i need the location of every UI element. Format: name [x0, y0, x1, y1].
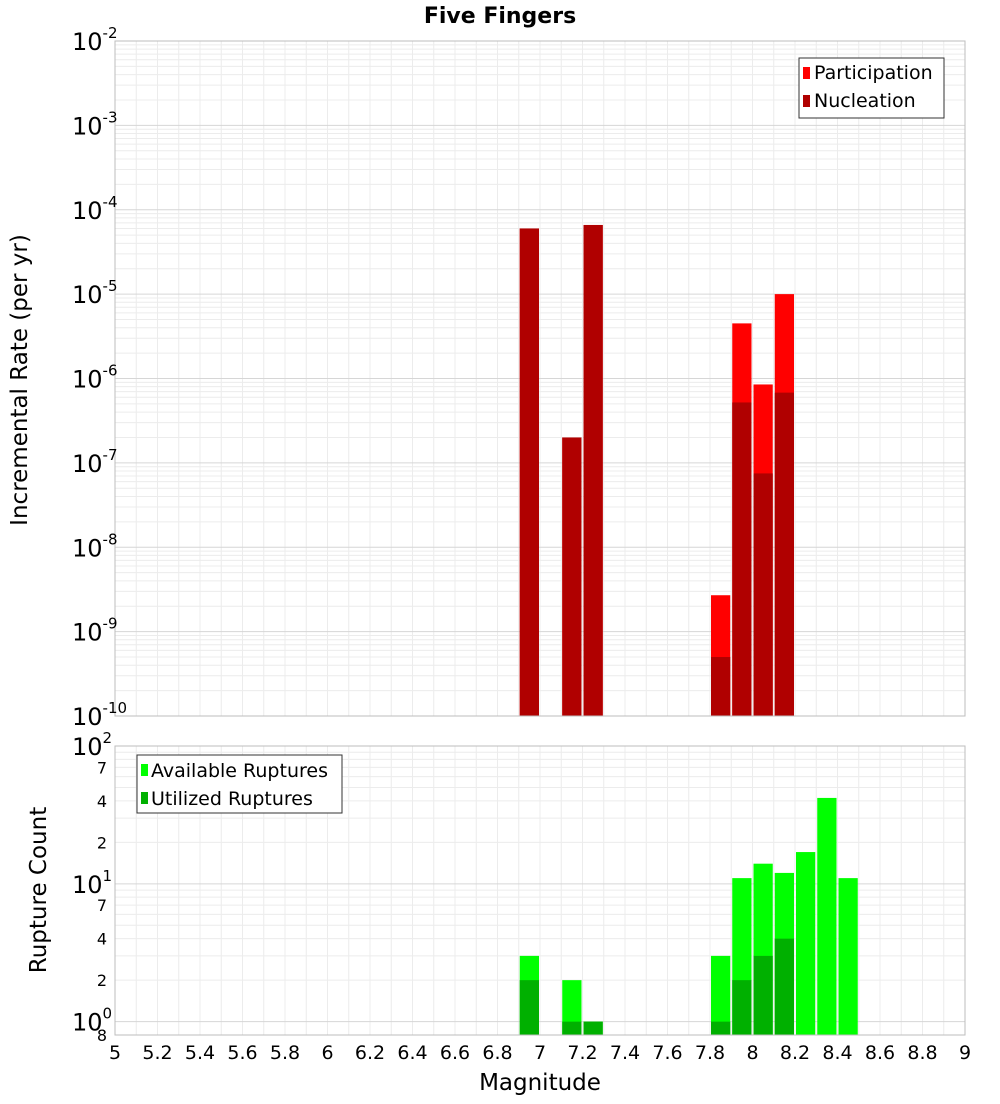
y-tick-label: 10-4 [72, 193, 118, 225]
y-minor-tick-label: 7 [97, 896, 107, 915]
y-tick-label: 10-7 [72, 446, 118, 478]
bottom-legend: Available Ruptures Utilized Ruptures [136, 754, 343, 814]
nucleation-bar [583, 224, 603, 716]
legend-swatch-utilized [141, 792, 148, 804]
y-tick-label: 10-2 [72, 24, 118, 56]
nucleation-bar [519, 228, 539, 716]
x-tick-label: 6.4 [397, 1042, 427, 1064]
chart-title: Five Fingers [424, 4, 576, 29]
x-tick-label: 8.2 [780, 1042, 810, 1064]
x-tick-label: 8.6 [865, 1042, 895, 1064]
y-tick-label: 10-5 [72, 277, 118, 309]
available-ruptures-bar [796, 852, 816, 1035]
legend-label-utilized: Utilized Ruptures [151, 788, 313, 810]
x-tick-label: 7 [534, 1042, 546, 1064]
x-tick-label: 6.6 [440, 1042, 470, 1064]
utilized-ruptures-bar [583, 1021, 603, 1035]
utilized-ruptures-bar [562, 1021, 582, 1035]
bottom-y-axis-label: Rupture Count [26, 807, 52, 973]
utilized-ruptures-bar [753, 955, 773, 1035]
x-tick-label: 5.2 [142, 1042, 172, 1064]
x-tick-label: 5.8 [270, 1042, 300, 1064]
nucleation-bar [774, 392, 794, 716]
x-tick-label: 7.2 [567, 1042, 597, 1064]
y-tick-label: 10-3 [72, 108, 118, 140]
legend-label-nucleation: Nucleation [814, 90, 916, 112]
nucleation-bar [753, 473, 773, 716]
legend-swatch-available [141, 764, 148, 776]
top-plot-frame [114, 40, 966, 717]
utilized-ruptures-bar [774, 938, 794, 1035]
x-tick-label: 7.8 [695, 1042, 725, 1064]
x-tick-label: 6 [321, 1042, 333, 1064]
x-tick-label: 7.6 [652, 1042, 682, 1064]
y-tick-label: 10-9 [72, 615, 118, 647]
nucleation-bar [562, 437, 582, 716]
y-minor-tick-label: 4 [97, 792, 107, 811]
utilized-ruptures-bar [711, 1021, 731, 1035]
y-minor-tick-label: 2 [97, 971, 107, 990]
x-tick-label: 5 [109, 1042, 121, 1064]
x-tick-label: 6.2 [355, 1042, 385, 1064]
y-tick-label: 10-10 [72, 699, 127, 731]
bottom-plot-frame [114, 745, 966, 1036]
x-tick-label: 8.4 [822, 1042, 852, 1064]
y-minor-tick-label: 8 [97, 1026, 107, 1045]
top-y-axis-label: Incremental Rate (per yr) [7, 234, 33, 526]
y-minor-tick-label: 7 [97, 758, 107, 777]
available-ruptures-bar [711, 955, 731, 1035]
y-tick-label: 10-8 [72, 530, 118, 562]
x-tick-label: 5.4 [185, 1042, 215, 1064]
x-tick-label: 8.8 [907, 1042, 937, 1064]
x-tick-label: 6.8 [482, 1042, 512, 1064]
x-tick-label: 7.4 [610, 1042, 640, 1064]
legend-swatch-participation [803, 67, 810, 79]
nucleation-bar [732, 402, 752, 716]
available-ruptures-bar [838, 878, 858, 1035]
legend-box [798, 57, 945, 119]
legend-box [136, 754, 343, 814]
x-tick-label: 5.6 [227, 1042, 257, 1064]
x-tick-label: 9 [959, 1042, 971, 1064]
utilized-ruptures-bar [519, 980, 539, 1035]
x-tick-label: 8 [746, 1042, 758, 1064]
legend-swatch-nucleation [803, 95, 810, 107]
y-minor-tick-label: 4 [97, 930, 107, 949]
nucleation-bar [711, 657, 731, 716]
utilized-ruptures-bar [732, 980, 752, 1035]
y-tick-label: 10-6 [72, 362, 118, 394]
y-minor-tick-label: 2 [97, 833, 107, 852]
legend-label-participation: Participation [814, 62, 933, 84]
available-ruptures-bar [817, 797, 837, 1035]
legend-label-available: Available Ruptures [151, 760, 328, 782]
top-legend: Participation Nucleation [798, 57, 945, 119]
y-tick-label: 101 [72, 867, 112, 899]
y-tick-label: 102 [72, 729, 112, 761]
available-ruptures-bar [562, 980, 582, 1035]
x-axis-label: Magnitude [479, 1070, 601, 1096]
top-plot: 10-2 10-3 10-4 10-5 10-6 10-7 10-8 10-9 10-10 Par… [72, 24, 966, 731]
